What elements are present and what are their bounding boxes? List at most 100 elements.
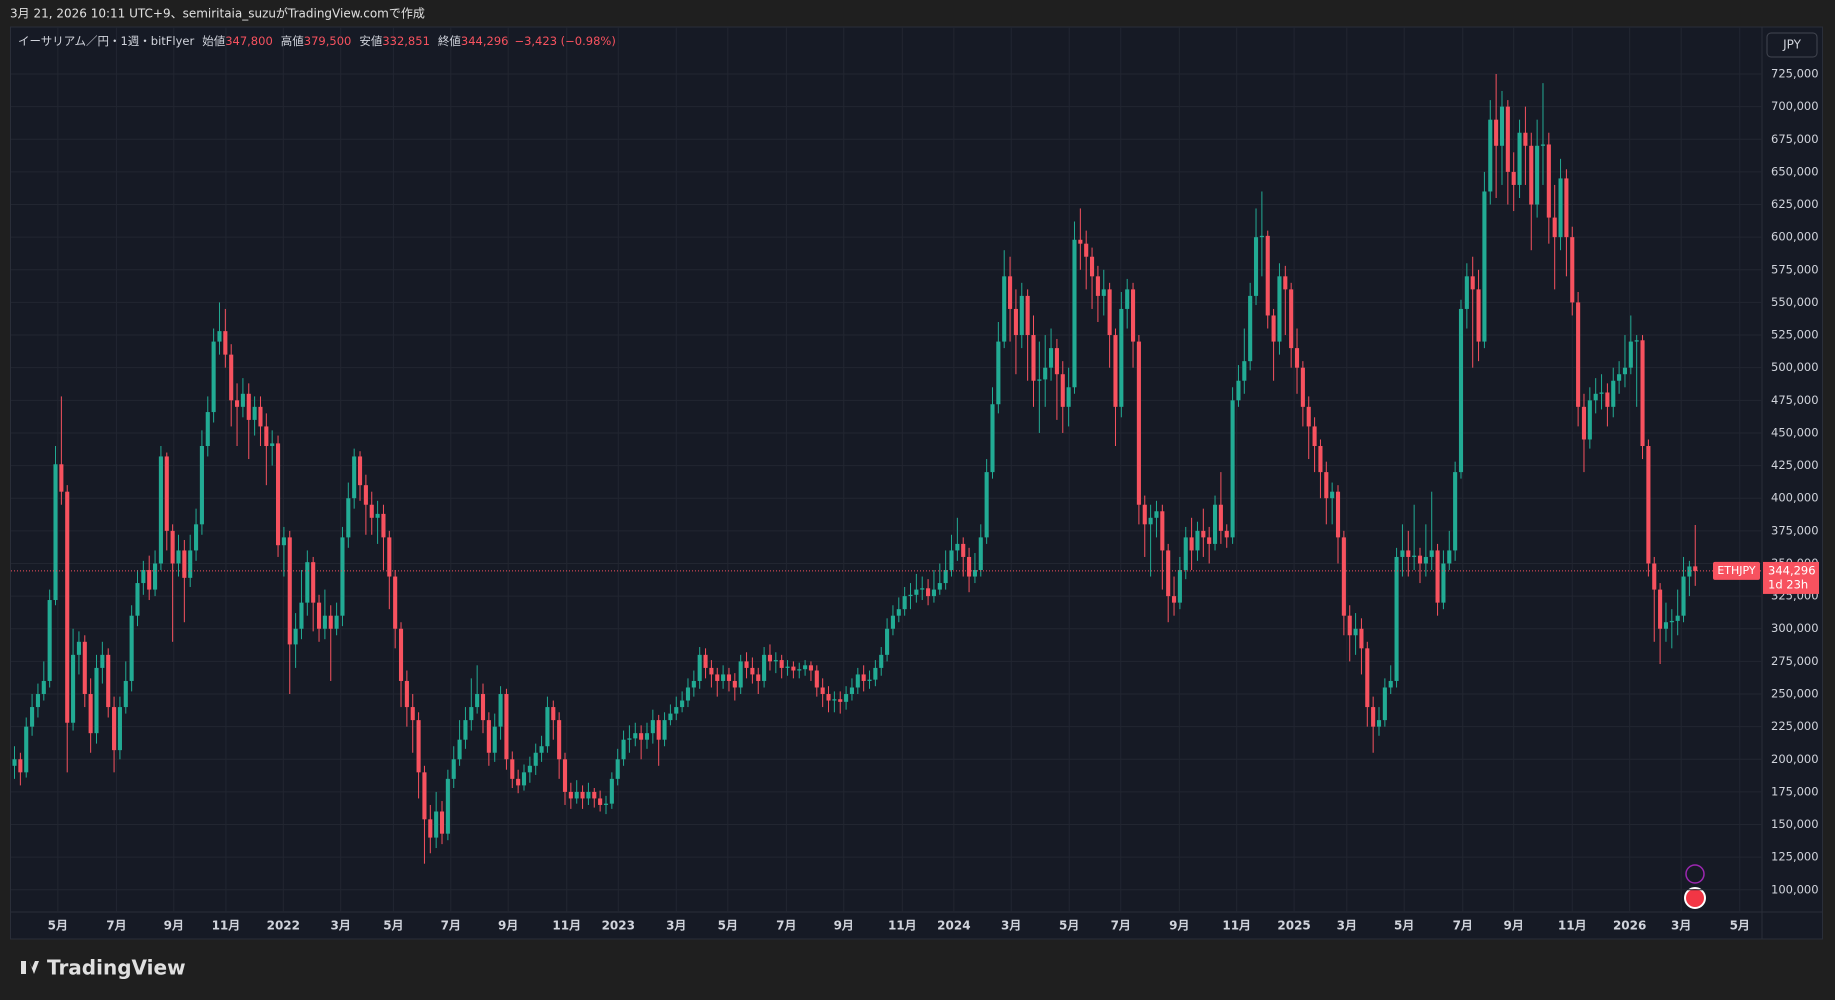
candle-body — [539, 746, 544, 753]
candle-body — [1353, 628, 1358, 636]
candle-body — [797, 669, 802, 671]
candle-body — [1177, 570, 1182, 603]
candle-body — [445, 778, 450, 834]
candle-body — [656, 720, 661, 740]
candle-body — [1593, 393, 1598, 401]
candle-body — [580, 791, 585, 799]
candle-body — [744, 661, 749, 668]
candle-body — [721, 674, 726, 681]
candle-body — [691, 680, 696, 688]
candle-body — [1259, 235, 1264, 238]
candle-body — [674, 707, 679, 714]
candle-body — [680, 700, 685, 708]
event-icon[interactable] — [1684, 887, 1706, 909]
candle-body — [1505, 106, 1510, 172]
candle-body — [1558, 178, 1563, 238]
candle-body — [1447, 550, 1452, 564]
candle-body — [328, 615, 333, 629]
candle-body — [123, 680, 128, 708]
candle-body — [416, 720, 421, 773]
x-tick-label: 5月 — [1059, 919, 1079, 933]
candle-body — [1160, 511, 1165, 551]
candle-body — [1464, 276, 1469, 309]
candle-body — [996, 341, 1001, 405]
y-tick-label: 575,000 — [1771, 262, 1819, 276]
x-tick-label: 2024 — [937, 919, 970, 933]
candle-body — [931, 589, 936, 597]
candle-body — [299, 602, 304, 629]
candle-body — [791, 666, 796, 671]
candle-body — [885, 628, 890, 655]
candle-body — [293, 628, 298, 645]
candle-body — [1271, 315, 1276, 342]
candle-body — [779, 660, 784, 668]
y-tick-label: 175,000 — [1771, 784, 1819, 798]
legend-value: 344,296 — [461, 34, 509, 48]
y-tick-label: 425,000 — [1771, 458, 1819, 472]
candle-body — [738, 661, 743, 688]
candle-body — [106, 654, 111, 708]
candle-body — [1283, 276, 1288, 290]
candle-body — [94, 667, 99, 734]
candle-body — [1622, 367, 1628, 375]
candle-body — [264, 426, 269, 447]
candle-body — [832, 699, 837, 701]
candle-body — [1371, 707, 1376, 727]
candle-body — [1330, 491, 1335, 499]
candle-body — [1019, 295, 1024, 336]
candle-body — [258, 406, 263, 427]
candle-body — [867, 679, 872, 681]
candle-body — [967, 556, 972, 577]
candle-body — [756, 674, 761, 681]
candle-body — [398, 628, 404, 681]
currency-label: JPY — [1782, 38, 1802, 52]
candle-body — [475, 694, 480, 708]
candle-body — [76, 641, 81, 655]
alert-icon[interactable] — [1685, 864, 1705, 884]
candle-body — [1576, 302, 1581, 407]
candle-body — [803, 665, 808, 670]
candle-body — [112, 707, 117, 751]
candle-body — [762, 654, 767, 681]
candle-body — [12, 759, 17, 766]
candle-body — [527, 765, 532, 773]
countdown-label: 1d 23h — [1768, 577, 1808, 591]
candle-body — [340, 537, 345, 616]
y-tick-label: 200,000 — [1771, 752, 1819, 766]
candle-body — [1166, 550, 1171, 597]
candle-body — [153, 563, 158, 590]
candle-body — [855, 674, 860, 688]
candle-body — [873, 667, 878, 680]
currency-button[interactable] — [1766, 32, 1818, 58]
candle-body — [1453, 472, 1458, 551]
candle-body — [1400, 550, 1405, 557]
candle-body — [1183, 537, 1188, 571]
candle-body — [451, 759, 456, 779]
price-tag-label: 344,296 — [1768, 563, 1816, 577]
candle-body — [240, 393, 245, 407]
candle-body — [1347, 615, 1352, 636]
candle-body — [785, 666, 790, 668]
candle-body — [562, 759, 568, 792]
candle-body — [861, 674, 866, 681]
candle-body — [1470, 276, 1475, 290]
candle-body — [47, 600, 52, 681]
candle-body — [117, 707, 122, 751]
symbol-tag-label: ETHJPY — [1717, 564, 1756, 577]
candle-body — [1148, 517, 1153, 525]
candle-body — [322, 615, 327, 629]
candle-body — [844, 694, 849, 702]
candle-body — [551, 707, 556, 721]
candle-body — [270, 443, 275, 447]
candle-body — [1306, 406, 1311, 427]
candle-body — [1101, 289, 1106, 296]
candle-body — [469, 707, 474, 721]
y-tick-label: 650,000 — [1771, 164, 1819, 178]
y-tick-label: 550,000 — [1771, 295, 1819, 309]
candle-body — [820, 687, 825, 695]
candle-body — [521, 772, 527, 786]
candle-body — [1236, 380, 1241, 401]
y-tick-label: 525,000 — [1771, 328, 1819, 342]
candle-body — [53, 464, 58, 601]
candle-body — [170, 530, 175, 564]
